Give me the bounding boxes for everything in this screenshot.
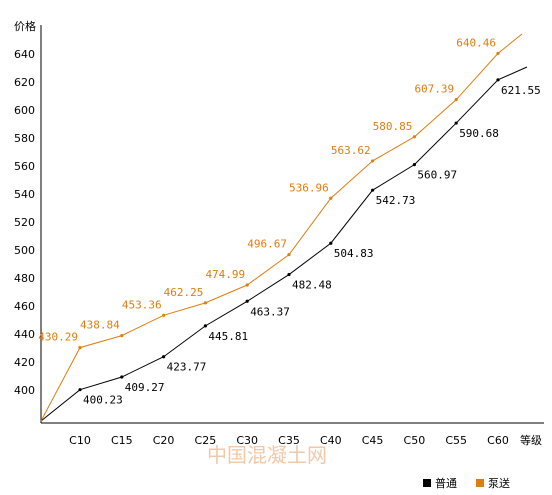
legend-label-1: 泵送 (488, 476, 510, 490)
series-lines (40, 33, 528, 422)
y-axis-title: 价格 (14, 19, 36, 33)
x-tick-label: C20 (153, 434, 175, 447)
data-point (371, 188, 375, 192)
data-label: 409.27 (125, 381, 165, 394)
data-point (78, 345, 82, 350)
data-label: 453.36 (122, 298, 162, 311)
data-label: 621.55 (501, 84, 541, 97)
data-label: 474.99 (205, 268, 245, 281)
data-point (412, 163, 416, 167)
y-tick-label: 600 (14, 104, 35, 117)
data-point (454, 121, 458, 125)
data-label: 462.25 (164, 286, 204, 299)
data-point (78, 388, 82, 392)
data-point (496, 78, 500, 82)
data-point (454, 98, 458, 102)
x-tick-label: C50 (404, 434, 426, 447)
y-tick-label: 560 (14, 160, 35, 173)
data-label: 445.81 (208, 330, 248, 343)
x-tick-label: C15 (111, 434, 133, 447)
data-point (371, 159, 375, 163)
legend-label-0: 普通 (435, 476, 457, 490)
data-label: 496.67 (247, 238, 287, 251)
watermark: 中国混凝土网 (207, 443, 327, 467)
data-label: 430.29 (38, 331, 78, 344)
x-tick-label: C30 (236, 434, 258, 447)
data-label: 563.62 (331, 144, 371, 157)
y-tick-label: 440 (14, 328, 35, 341)
x-axis-title: 等级 (520, 433, 542, 447)
x-tick-label: C60 (487, 434, 509, 447)
data-label: 560.97 (417, 169, 457, 182)
data-label: 400.23 (83, 394, 123, 407)
data-label: 482.48 (292, 279, 332, 292)
data-point (162, 355, 166, 359)
data-point (329, 196, 333, 200)
legend-swatch-1 (476, 479, 484, 487)
data-label: 542.73 (376, 194, 416, 207)
data-point (120, 334, 124, 338)
data-label: 438.84 (80, 319, 120, 332)
x-tick-label: C10 (69, 434, 91, 447)
data-point (496, 51, 500, 55)
y-tick-label: 640 (14, 48, 35, 61)
y-tick-label: 420 (14, 356, 35, 369)
data-point (120, 375, 124, 379)
data-point (245, 299, 249, 303)
data-label: 504.83 (334, 247, 374, 260)
data-point (203, 301, 207, 305)
y-tick-label: 400 (14, 384, 35, 397)
x-ticks: C10 C15 C20 C25 C30 C35 C40 C45 C50 C55 C60 (69, 434, 509, 447)
y-tick-label: 460 (14, 300, 35, 313)
data-label: 536.96 (289, 181, 329, 194)
y-tick-label: 540 (14, 188, 35, 201)
axes (40, 25, 544, 424)
y-tick-label: 480 (14, 272, 35, 285)
data-point (412, 135, 416, 139)
y-ticks: 400 420 440 460 480 500 520 540 560 580 600 620 640 (14, 48, 35, 397)
data-label: 463.37 (250, 305, 290, 318)
data-label: 580.85 (373, 120, 413, 133)
y-tick-label: 500 (14, 244, 35, 257)
y-tick-label: 520 (14, 216, 35, 229)
data-point (245, 283, 249, 287)
data-point (287, 253, 291, 257)
legend: 普通 泵送 (423, 476, 510, 490)
x-tick-label: C25 (195, 434, 217, 447)
data-label: 607.39 (414, 83, 454, 96)
data-label: 423.77 (167, 361, 207, 374)
data-point (329, 241, 333, 245)
data-label: 640.46 (456, 36, 496, 49)
x-tick-label: C40 (320, 434, 342, 447)
data-point (162, 313, 166, 317)
legend-swatch-0 (423, 479, 431, 487)
data-point (287, 272, 291, 277)
x-tick-label: C35 (278, 434, 300, 447)
y-tick-label: 620 (14, 76, 35, 89)
data-point (203, 324, 207, 328)
y-tick-label: 580 (14, 132, 35, 145)
x-tick-label: C45 (362, 434, 384, 447)
x-tick-label: C55 (445, 434, 467, 447)
data-label: 590.68 (459, 127, 499, 140)
